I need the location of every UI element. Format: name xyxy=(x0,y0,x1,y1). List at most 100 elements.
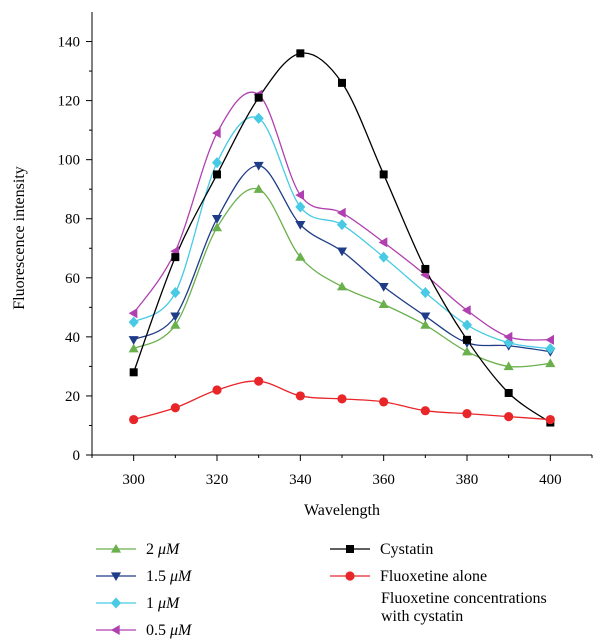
point-1-um-360 xyxy=(378,251,389,263)
x-axis-title: Wavelength xyxy=(304,502,380,519)
legend-unit-2-um: μM xyxy=(157,541,181,558)
point-2-um-340 xyxy=(295,252,306,261)
point-fluoxetine-alone-390 xyxy=(504,412,514,422)
point-1-5-um-330 xyxy=(253,161,264,171)
legend-unit-1-5-um: μM xyxy=(169,568,193,585)
legend: Fluoxetine concentrations with cystatin 2… xyxy=(96,541,547,639)
x-tick-label-380: 380 xyxy=(456,472,479,488)
series-line-1-5-um xyxy=(133,164,551,353)
point-0-5-um-320 xyxy=(211,128,221,139)
point-1-um-350 xyxy=(336,219,348,231)
point-0-5-um-360 xyxy=(378,237,388,248)
point-cystatin-320 xyxy=(213,170,221,179)
point-cystatin-350 xyxy=(338,78,346,87)
legend-unit-0-5-um: μM xyxy=(169,622,193,639)
point-2-um-360 xyxy=(378,299,389,309)
point-cystatin-300 xyxy=(129,368,138,377)
point-cystatin-330 xyxy=(254,93,263,102)
series-markers xyxy=(128,49,556,427)
x-tick-label-340: 340 xyxy=(289,472,312,488)
y-axis-title: Fluorescence intensity xyxy=(11,166,28,310)
y-tick-label-0: 0 xyxy=(73,448,81,464)
legend-marker-2-um xyxy=(110,543,122,553)
point-cystatin-360 xyxy=(379,170,388,179)
legend-note: Fluoxetine concentrations with cystatin xyxy=(381,590,547,625)
legend-marker-cystatin xyxy=(346,545,354,553)
point-1-5-um-320 xyxy=(211,215,223,224)
point-fluoxetine-alone-340 xyxy=(295,391,305,401)
point-fluoxetine-alone-310 xyxy=(170,403,180,413)
y-tick-label-120: 120 xyxy=(58,94,81,110)
point-2-um-310 xyxy=(170,319,181,329)
point-fluoxetine-alone-330 xyxy=(254,376,264,386)
point-0-5-um-350 xyxy=(336,207,346,218)
point-2-um-390 xyxy=(503,361,514,371)
point-1-um-330 xyxy=(253,112,264,124)
legend-marker-1-5-um xyxy=(110,572,122,582)
legend-note-line-2: with cystatin xyxy=(381,608,463,625)
point-2-um-400 xyxy=(545,358,556,368)
point-2-um-330 xyxy=(253,184,264,193)
point-1-um-320 xyxy=(211,157,223,169)
series-line-2-um xyxy=(133,187,551,368)
point-1-um-340 xyxy=(295,201,306,213)
point-0-5-um-390 xyxy=(503,331,513,342)
point-2-um-350 xyxy=(336,281,348,291)
point-0-5-um-400 xyxy=(545,334,555,345)
y-tick-label-100: 100 xyxy=(58,153,81,169)
legend-label-1-5-um: 1.5 μM xyxy=(146,568,193,585)
legend-label-0-5-um: 0.5 μM xyxy=(146,622,193,639)
point-1-um-400 xyxy=(545,343,556,355)
point-1-5-um-300 xyxy=(128,336,139,345)
point-0-5-um-380 xyxy=(461,305,471,316)
series-line-0-5-um xyxy=(133,91,551,341)
point-fluoxetine-alone-350 xyxy=(337,394,347,404)
legend-unit-1-um: μM xyxy=(157,595,181,612)
point-1-um-380 xyxy=(461,319,473,331)
y-tick-label-60: 60 xyxy=(65,271,80,287)
point-2-um-380 xyxy=(461,346,473,356)
legend-label-2-um: 2 μM xyxy=(146,541,181,558)
point-fluoxetine-alone-380 xyxy=(462,409,472,419)
legend-label-cystatin: Cystatin xyxy=(380,541,433,558)
y-tick-label-20: 20 xyxy=(65,389,80,405)
x-tick-label-400: 400 xyxy=(539,472,562,488)
point-1-um-390 xyxy=(503,337,514,349)
series-lines xyxy=(133,52,551,424)
point-1-5-um-340 xyxy=(295,220,306,230)
legend-marker-0-5-um xyxy=(110,624,120,636)
y-tick-label-40: 40 xyxy=(65,330,80,346)
point-fluoxetine-alone-400 xyxy=(545,414,555,425)
point-2-um-320 xyxy=(211,222,223,232)
point-2-um-300 xyxy=(128,343,139,353)
series-line-cystatin xyxy=(133,52,551,424)
legend-label-fluoxetine-alone: Fluoxetine alone xyxy=(380,568,487,585)
y-tick-label-80: 80 xyxy=(65,212,80,228)
x-tick-label-300: 300 xyxy=(122,472,145,488)
point-1-5-um-350 xyxy=(336,247,348,257)
series-line-1-um xyxy=(133,116,551,350)
point-cystatin-340 xyxy=(296,49,305,58)
point-1-um-300 xyxy=(128,316,139,328)
legend-label-1-um: 1 μM xyxy=(146,595,181,612)
x-tick-label-320: 320 xyxy=(206,472,229,488)
point-cystatin-390 xyxy=(504,388,513,397)
point-0-5-um-340 xyxy=(295,190,305,201)
x-tick-label-360: 360 xyxy=(372,472,395,488)
point-1-um-310 xyxy=(170,287,181,299)
legend-marker-fluoxetine-alone xyxy=(345,571,355,581)
point-1-5-um-360 xyxy=(378,282,389,292)
point-fluoxetine-alone-300 xyxy=(129,414,139,425)
point-1-5-um-310 xyxy=(170,312,181,322)
point-fluoxetine-alone-320 xyxy=(212,385,222,395)
legend-marker-1-um xyxy=(110,597,122,609)
point-1-um-370 xyxy=(420,287,431,299)
point-cystatin-370 xyxy=(421,264,430,273)
axes xyxy=(91,12,592,456)
point-cystatin-380 xyxy=(463,335,471,344)
point-2-um-370 xyxy=(420,319,431,329)
legend-note-line-1: Fluoxetine concentrations xyxy=(381,590,547,607)
point-1-5-um-370 xyxy=(420,312,431,322)
point-fluoxetine-alone-360 xyxy=(379,397,389,407)
